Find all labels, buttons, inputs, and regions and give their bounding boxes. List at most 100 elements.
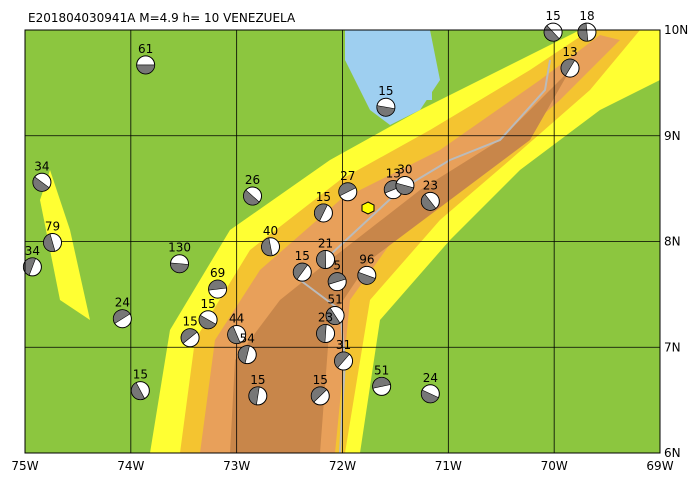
- depth-label: 54: [240, 332, 255, 346]
- depth-label: 26: [245, 173, 260, 187]
- beachball-quadrant: [314, 203, 328, 222]
- depth-label: 15: [182, 315, 197, 329]
- depth-label: 96: [359, 252, 374, 266]
- beachball-quadrant: [327, 272, 347, 285]
- focal-mechanism: [543, 22, 563, 42]
- beachball-quadrant: [334, 351, 350, 369]
- beachball-quadrant: [170, 262, 189, 273]
- depth-label: 23: [423, 178, 438, 192]
- depth-label: 27: [340, 169, 355, 183]
- y-tick-label: 6N: [664, 446, 681, 460]
- beachball-quadrant: [227, 325, 241, 344]
- beachball-quadrant: [261, 237, 273, 257]
- focal-mechanism: [560, 58, 580, 78]
- focal-mechanism: [338, 182, 358, 202]
- focal-mechanism: [334, 351, 354, 371]
- depth-label: 51: [374, 363, 389, 377]
- x-tick-label: 74W: [117, 459, 144, 473]
- beachball-quadrant: [198, 314, 217, 330]
- beachball-quadrant: [421, 389, 439, 404]
- focal-mechanism: [577, 22, 597, 42]
- focal-mechanism: [43, 233, 63, 253]
- depth-label: 31: [336, 338, 351, 352]
- depth-label: 23: [318, 311, 333, 325]
- focal-mechanism: [198, 310, 218, 330]
- title: E201804030941A M=4.9 h= 10 VENEZUELA: [28, 11, 296, 25]
- depth-label: 15: [316, 190, 331, 204]
- focal-mechanism: [32, 172, 52, 192]
- beachball-quadrant: [372, 377, 391, 389]
- beachball-quadrant: [421, 193, 437, 211]
- depth-label: 24: [115, 296, 130, 310]
- depth-label: 15: [295, 249, 310, 263]
- beachball-quadrant: [23, 257, 37, 276]
- beachball-quadrant: [357, 271, 376, 285]
- depth-label: 44: [229, 312, 244, 326]
- depth-label: 15: [250, 373, 265, 387]
- focal-mechanism: [237, 345, 257, 365]
- focal-mechanism: [208, 279, 228, 299]
- depth-label: 61: [138, 42, 153, 56]
- focal-mechanism: [227, 325, 247, 345]
- beachball-quadrant: [32, 176, 50, 192]
- beachball-quadrant: [310, 386, 328, 403]
- beachball-quadrant: [208, 279, 227, 291]
- beachball-quadrant: [325, 307, 341, 325]
- focal-mechanism: [313, 203, 333, 223]
- focal-mechanism: [376, 97, 396, 117]
- beachball-quadrant: [180, 328, 198, 344]
- y-tick-label: 9N: [664, 129, 681, 143]
- depth-label: 51: [327, 293, 342, 307]
- x-tick-label: 73W: [223, 459, 250, 473]
- y-tick-label: 7N: [664, 340, 681, 354]
- beachball-quadrant: [293, 262, 308, 280]
- x-tick-label: 70W: [541, 459, 568, 473]
- focal-mechanism: [357, 265, 377, 285]
- depth-label: 15: [133, 368, 148, 382]
- focal-mechanism: [248, 386, 268, 406]
- beachball-quadrant: [243, 189, 260, 206]
- focal-mechanism: [112, 309, 132, 329]
- focal-mechanism: [310, 386, 330, 406]
- x-tick-label: 69W: [646, 459, 673, 473]
- beachball-quadrant: [238, 345, 250, 364]
- beachball-quadrant: [577, 22, 589, 42]
- focal-mechanism: [130, 381, 150, 401]
- beachball-quadrant: [316, 250, 327, 269]
- focal-mechanism: [395, 175, 415, 195]
- depth-label: 24: [423, 371, 438, 385]
- x-tick-label: 75W: [11, 459, 38, 473]
- x-tick-label: 71W: [435, 459, 462, 473]
- focal-mechanism: [316, 324, 336, 344]
- y-tick-label: 10N: [664, 23, 688, 37]
- map-frame: [24, 29, 661, 454]
- focal-mechanism: [136, 55, 156, 75]
- beachball-quadrant: [543, 25, 560, 42]
- beachball-quadrant: [43, 233, 56, 252]
- depth-label: 21: [318, 236, 333, 250]
- focal-mechanism: [420, 191, 440, 211]
- focal-mechanism: [243, 186, 263, 206]
- depth-label: 30: [397, 162, 412, 176]
- focal-mechanism: [180, 328, 200, 348]
- beachball-quadrant: [338, 182, 357, 197]
- depth-label: 79: [45, 220, 60, 234]
- depth-label: 13: [386, 167, 401, 181]
- depth-label: 15: [378, 84, 393, 98]
- focal-mechanism: [327, 272, 347, 292]
- focal-mechanism: [325, 306, 345, 326]
- beachball-quadrant: [248, 386, 260, 406]
- depth-label: 15: [313, 373, 328, 387]
- beachball-quadrant: [560, 58, 576, 77]
- beachball-quadrant: [376, 105, 396, 117]
- depth-label: 5: [333, 259, 341, 273]
- beachball-quadrant: [395, 182, 415, 195]
- depth-label: 40: [263, 224, 278, 238]
- focal-mechanism: [316, 249, 336, 269]
- focal-mechanism: [22, 257, 42, 277]
- beachball-quadrant: [136, 64, 155, 75]
- beachball-quadrant: [113, 309, 131, 324]
- depth-label: 130: [168, 241, 191, 255]
- y-tick-label: 8N: [664, 235, 681, 249]
